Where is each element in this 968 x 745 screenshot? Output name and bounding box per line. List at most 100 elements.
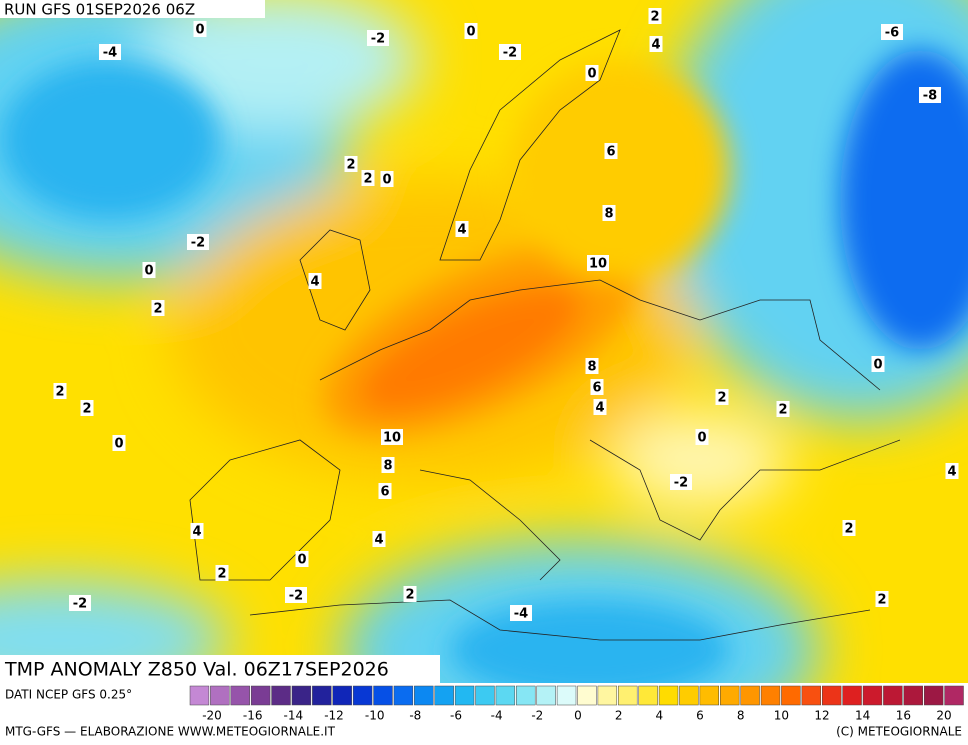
color-box <box>883 685 903 706</box>
contour-label: 4 <box>595 401 604 416</box>
contour-label-box <box>881 24 903 40</box>
contour-label: 2 <box>346 158 355 173</box>
contour-label: 0 <box>873 358 882 373</box>
contour-label-box <box>455 221 469 237</box>
color-box <box>618 685 638 706</box>
contour-label: 0 <box>697 431 706 446</box>
color-box <box>332 685 352 706</box>
contour-label-box <box>871 356 885 372</box>
contour-label: 4 <box>192 525 201 540</box>
color-box <box>454 685 475 706</box>
contour-label-box <box>215 565 229 581</box>
contour-label: 8 <box>383 459 392 474</box>
contour-label: 4 <box>457 223 466 238</box>
contour-label: 0 <box>144 264 153 279</box>
contour-label: -2 <box>674 476 688 491</box>
color-box <box>516 685 536 706</box>
color-box <box>760 685 781 706</box>
coastlines <box>189 29 901 641</box>
contour-label: -2 <box>73 597 87 612</box>
color-scale: -20 -16 -14 -12 -10 -8 -6 -4 -2 0 2 4 6 8 10 12 14 16 20 <box>189 685 964 723</box>
contour-label-box <box>604 143 618 159</box>
contour-label: 2 <box>82 402 91 417</box>
color-box <box>923 685 944 706</box>
contour-label-box <box>875 591 889 607</box>
contour-label: -2 <box>191 236 205 251</box>
contour-label-box <box>499 44 521 60</box>
contour-label: 4 <box>651 38 660 53</box>
scale-tick-label: 16 <box>896 709 911 723</box>
color-box <box>556 685 577 706</box>
contour-label-box <box>142 262 156 278</box>
contour-label: 2 <box>405 588 414 603</box>
color-box <box>271 685 291 706</box>
contour-label-box <box>69 595 91 611</box>
source-label: DATI NCEP GFS 0.25° <box>5 688 132 702</box>
contour-label-box <box>648 8 662 24</box>
color-box <box>434 685 454 706</box>
color-box <box>352 685 373 706</box>
scale-tick-label: -6 <box>450 709 462 723</box>
contour-label-box <box>193 21 207 37</box>
contour-label: 2 <box>650 10 659 25</box>
scale-tick-label: -20 <box>202 709 222 723</box>
contour-label: 2 <box>778 403 787 418</box>
scale-tick-label: 20 <box>936 709 951 723</box>
contour-label: 2 <box>55 385 64 400</box>
contour-label: 8 <box>604 207 613 222</box>
contour-label: 0 <box>382 173 391 188</box>
contour-label: -4 <box>514 607 528 622</box>
credit-label: MTG-GFS — ELABORAZIONE WWW.METEOGIORNALE… <box>5 725 336 739</box>
contour-label: -4 <box>103 46 117 61</box>
scale-tick-label: -4 <box>491 709 503 723</box>
contour-label: 0 <box>195 23 204 38</box>
contour-label-box <box>695 429 709 445</box>
contour-label: 10 <box>589 257 607 272</box>
color-box <box>638 685 658 706</box>
contour-label: 0 <box>297 553 306 568</box>
contour-label: 2 <box>217 567 226 582</box>
color-box <box>862 685 883 706</box>
color-box <box>312 685 332 706</box>
contour-label: -8 <box>923 89 937 104</box>
contour-label: 2 <box>844 522 853 537</box>
contour-label-box <box>587 255 609 271</box>
color-box <box>414 685 434 706</box>
contour-label: -6 <box>885 26 899 41</box>
run-box <box>0 0 265 18</box>
contour-label-box <box>649 36 663 52</box>
contour-label-box <box>842 520 856 536</box>
contour-label-box <box>378 483 392 499</box>
contour-label-box <box>593 399 607 415</box>
scale-tick-label: -2 <box>531 709 543 723</box>
contour-label-box <box>99 44 121 60</box>
contour-label: 0 <box>114 437 123 452</box>
contour-label-box <box>945 463 959 479</box>
contour-label: 6 <box>606 145 615 160</box>
color-box <box>740 685 760 706</box>
scale-tick-label: 0 <box>574 709 582 723</box>
scale-tick-label: 14 <box>855 709 870 723</box>
contour-label-box <box>585 358 599 374</box>
color-box <box>944 685 964 706</box>
contour-label-box <box>602 205 616 221</box>
map-title: TMP ANOMALY Z850 Val. 06Z17SEP2026 <box>4 659 389 681</box>
contour-label-box <box>380 171 394 187</box>
contour-label: 2 <box>717 391 726 406</box>
color-box <box>189 685 210 706</box>
contour-label-box <box>187 234 209 250</box>
contour-label: 8 <box>587 360 596 375</box>
color-box <box>658 685 679 706</box>
color-box <box>536 685 556 706</box>
contour-label: 6 <box>380 485 389 500</box>
color-box <box>495 685 516 706</box>
color-box <box>781 685 801 706</box>
scale-tick-label: -12 <box>324 709 344 723</box>
color-box <box>801 685 821 706</box>
color-box <box>250 685 271 706</box>
scale-tick-label: 8 <box>737 709 745 723</box>
contour-label-box <box>367 30 389 46</box>
contour-label-box <box>381 429 403 445</box>
